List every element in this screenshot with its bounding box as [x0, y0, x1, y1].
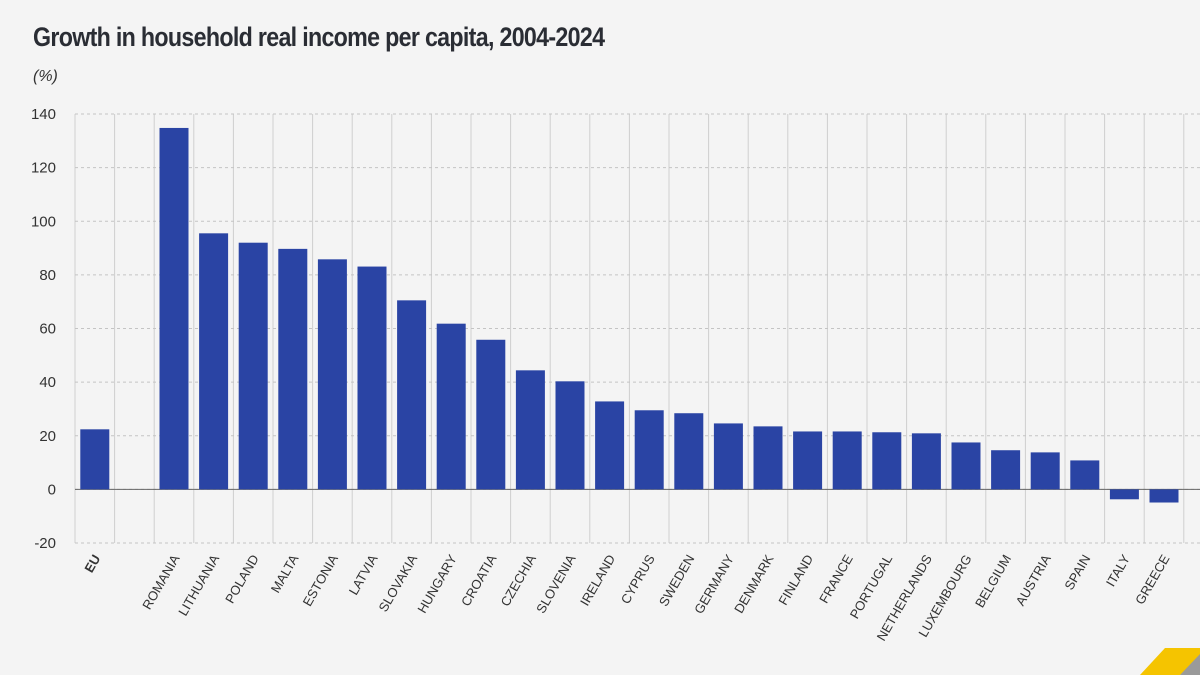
- x-category-label: LATVIA: [346, 552, 381, 598]
- x-category-label: SLOVENIA: [533, 552, 579, 616]
- y-tick-label: 140: [31, 106, 56, 123]
- bar-portugal: [872, 432, 902, 490]
- bar-germany: [713, 423, 743, 490]
- x-category-label: FINLAND: [775, 552, 816, 608]
- bar-france: [832, 431, 862, 490]
- x-category-label: ITALY: [1103, 552, 1133, 589]
- x-category-label: CZECHIA: [497, 552, 539, 609]
- bar-estonia: [317, 259, 347, 490]
- bar-lithuania: [199, 233, 229, 490]
- x-category-label: GERMANY: [691, 552, 737, 617]
- x-category-label: SPAIN: [1061, 552, 1093, 592]
- y-tick-label: 100: [31, 213, 56, 230]
- x-category-label: CYPRUS: [618, 552, 658, 607]
- x-category-label: FRANCE: [816, 552, 856, 606]
- x-category-label: POLAND: [222, 552, 262, 606]
- y-tick-label: 60: [39, 321, 56, 338]
- bar-finland: [793, 431, 823, 490]
- x-category-label: SLOVAKIA: [376, 552, 421, 615]
- bar-romania: [159, 127, 189, 490]
- bar-slovenia: [555, 381, 585, 490]
- x-category-label: AUSTRIA: [1013, 552, 1054, 609]
- y-tick-label: 0: [48, 481, 56, 498]
- x-category-label: BELGIUM: [972, 552, 1014, 610]
- bar-latvia: [357, 266, 387, 490]
- bar-sweden: [674, 413, 704, 490]
- bar-slovakia: [397, 300, 427, 490]
- x-category-label: MALTA: [268, 552, 302, 596]
- y-axis-unit: (%): [33, 68, 58, 85]
- y-tick-label: -20: [34, 535, 56, 552]
- bar-netherlands: [911, 433, 941, 490]
- x-category-label: CROATIA: [458, 552, 500, 609]
- bar-poland: [238, 242, 268, 490]
- x-category-label: LITHUANIA: [175, 552, 222, 619]
- bar-malta: [278, 248, 308, 490]
- bar-spain: [1070, 460, 1100, 490]
- x-category-label: HUNGARY: [414, 552, 460, 616]
- bar-denmark: [753, 426, 783, 490]
- x-category-label: ESTONIA: [300, 552, 342, 609]
- bar-hungary: [436, 323, 466, 490]
- y-tick-label: 20: [39, 428, 56, 445]
- bar-belgium: [991, 450, 1021, 490]
- bar-eu: [80, 429, 110, 490]
- chart-title: Growth in household real income per capi…: [33, 22, 605, 52]
- x-category-label: ROMANIA: [139, 552, 182, 612]
- y-tick-label: 80: [39, 267, 56, 284]
- bar-austria: [1030, 452, 1060, 490]
- y-tick-label: 120: [31, 160, 56, 177]
- bar-cyprus: [634, 410, 664, 490]
- bar-luxembourg: [951, 442, 981, 490]
- x-category-label: GREECE: [1132, 552, 1173, 607]
- x-category-label: SWEDEN: [656, 552, 698, 609]
- x-category-label: EU: [81, 552, 103, 575]
- x-category-label: IRELAND: [577, 552, 618, 608]
- bar-ireland: [595, 401, 625, 490]
- y-tick-label: 40: [39, 374, 56, 391]
- bar-croatia: [476, 339, 506, 490]
- bar-italy: [1109, 489, 1139, 500]
- x-category-label: DENMARK: [731, 552, 777, 616]
- bar-greece: [1149, 489, 1179, 503]
- bar-czechia: [515, 370, 545, 490]
